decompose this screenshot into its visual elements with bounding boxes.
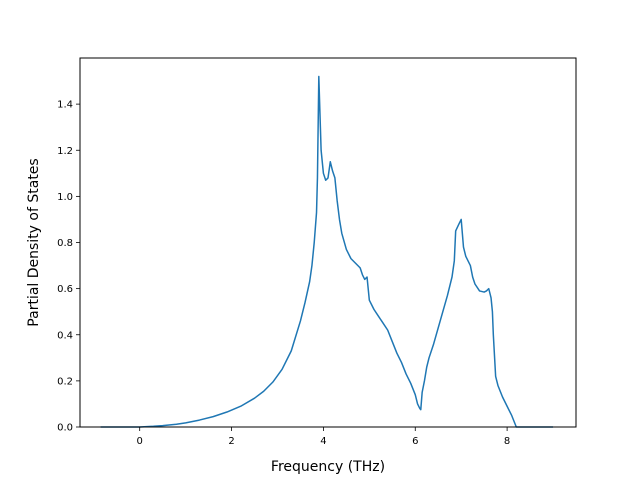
plot-area: [80, 58, 576, 427]
pdos-series-line: [100, 75, 554, 428]
y-tick-label: 0.0: [57, 423, 73, 434]
x-tick-label: 0: [137, 436, 143, 447]
y-tick-label: 1.2: [57, 146, 73, 157]
y-axis-ticks: 0.0 0.2 0.4 0.6 0.8 1.0 1.2 1.4: [57, 100, 80, 434]
y-tick-label: 0.4: [57, 330, 73, 341]
y-tick-label: 1.4: [57, 100, 73, 111]
y-axis-title: Partial Density of States: [26, 158, 42, 326]
x-tick-label: 6: [412, 436, 418, 447]
y-tick-label: 1.0: [57, 192, 73, 203]
series-layer: [100, 75, 554, 428]
x-tick-label: 8: [504, 436, 510, 447]
y-tick-label: 0.6: [57, 284, 73, 295]
y-tick-label: 0.8: [57, 238, 73, 249]
x-tick-label: 2: [228, 436, 234, 447]
x-tick-label: 4: [320, 436, 326, 447]
x-axis-title: Frequency (THz): [271, 459, 385, 475]
x-axis-ticks: 0 2 4 6 8: [137, 427, 510, 447]
y-tick-label: 0.2: [57, 376, 73, 387]
